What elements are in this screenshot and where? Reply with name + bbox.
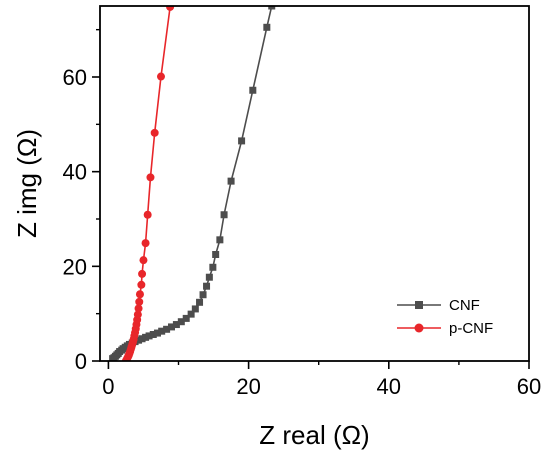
data-point [135, 297, 144, 306]
data-point [143, 210, 152, 219]
series-p-cnf [121, 6, 175, 361]
x-tick-label: 20 [236, 374, 260, 399]
data-point [205, 273, 213, 281]
y-axis-title: Z img (Ω) [12, 129, 42, 238]
data-point [249, 86, 257, 94]
data-point [182, 314, 190, 322]
data-point [158, 327, 166, 335]
y-tick-label: 60 [63, 65, 87, 90]
data-point [146, 173, 155, 182]
legend-marker [414, 323, 424, 333]
data-point [177, 318, 185, 326]
data-point [227, 177, 235, 185]
data-point [196, 298, 204, 306]
legend-label: CNF [449, 297, 480, 314]
x-axis-title: Z real (Ω) [259, 420, 369, 450]
data-point [187, 310, 195, 318]
data-point [133, 310, 142, 319]
plot-frame [99, 5, 530, 362]
y-tick-label: 20 [63, 254, 87, 279]
x-tick-label: 60 [517, 374, 541, 399]
data-point [138, 269, 147, 278]
legend-marker [415, 301, 423, 309]
series-cnf [109, 6, 276, 361]
data-point [150, 128, 159, 137]
data-point [191, 305, 199, 313]
y-tick-label: 40 [63, 160, 87, 185]
data-point [263, 23, 271, 31]
data-point [220, 211, 228, 219]
y-tick-label: 0 [75, 349, 87, 374]
series-line-p-cnf [125, 6, 171, 361]
legend-label: p-CNF [449, 320, 493, 337]
data-point [166, 6, 175, 11]
data-point [137, 280, 146, 289]
data-point [212, 251, 220, 258]
data-point [145, 332, 153, 340]
legend-item-p-cnf: p-CNF [397, 320, 493, 337]
data-point [138, 335, 146, 343]
legend-item-cnf: CNF [397, 297, 480, 314]
data-point [142, 333, 150, 341]
data-point [203, 282, 211, 290]
data-point [135, 290, 144, 299]
data-point [238, 137, 246, 145]
x-tick-label: 0 [102, 374, 114, 399]
data-point [268, 6, 276, 10]
data-point [135, 336, 143, 344]
data-point [216, 236, 224, 244]
data-point [199, 291, 207, 299]
legend: CNF p-CNF [397, 297, 493, 337]
data-point [149, 330, 157, 338]
x-tick-label: 40 [377, 374, 401, 399]
data-point [168, 323, 175, 331]
data-point [141, 239, 150, 248]
data-point [156, 72, 165, 81]
data-point [163, 325, 171, 333]
data-point [209, 263, 217, 271]
data-point [139, 256, 148, 265]
data-point [134, 304, 143, 313]
data-point [153, 329, 161, 337]
data-point [172, 321, 180, 329]
